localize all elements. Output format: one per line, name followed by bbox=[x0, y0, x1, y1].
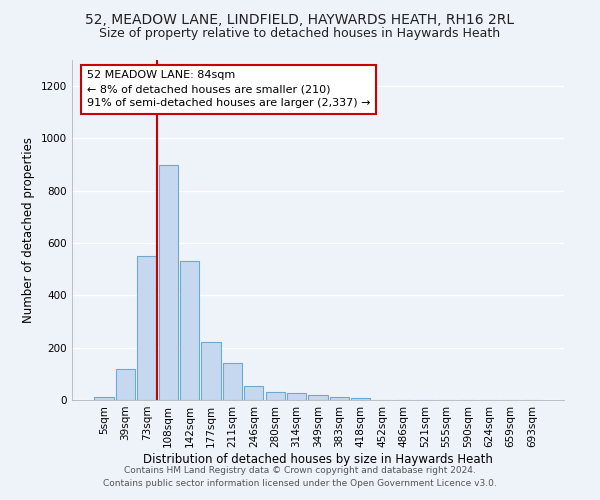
Bar bbox=[351, 398, 370, 400]
Bar bbox=[180, 262, 199, 400]
Bar bbox=[308, 396, 328, 400]
Bar bbox=[158, 164, 178, 400]
Bar bbox=[116, 368, 135, 400]
Text: Contains HM Land Registry data © Crown copyright and database right 2024.
Contai: Contains HM Land Registry data © Crown c… bbox=[103, 466, 497, 487]
X-axis label: Distribution of detached houses by size in Haywards Heath: Distribution of detached houses by size … bbox=[143, 452, 493, 466]
Text: 52, MEADOW LANE, LINDFIELD, HAYWARDS HEATH, RH16 2RL: 52, MEADOW LANE, LINDFIELD, HAYWARDS HEA… bbox=[85, 12, 515, 26]
Bar bbox=[266, 392, 285, 400]
Y-axis label: Number of detached properties: Number of detached properties bbox=[22, 137, 35, 323]
Bar bbox=[202, 342, 221, 400]
Bar bbox=[330, 398, 349, 400]
Bar bbox=[244, 386, 263, 400]
Text: Size of property relative to detached houses in Haywards Heath: Size of property relative to detached ho… bbox=[100, 28, 500, 40]
Text: 52 MEADOW LANE: 84sqm
← 8% of detached houses are smaller (210)
91% of semi-deta: 52 MEADOW LANE: 84sqm ← 8% of detached h… bbox=[87, 70, 370, 108]
Bar bbox=[287, 392, 306, 400]
Bar bbox=[137, 256, 157, 400]
Bar bbox=[223, 364, 242, 400]
Bar bbox=[94, 398, 113, 400]
